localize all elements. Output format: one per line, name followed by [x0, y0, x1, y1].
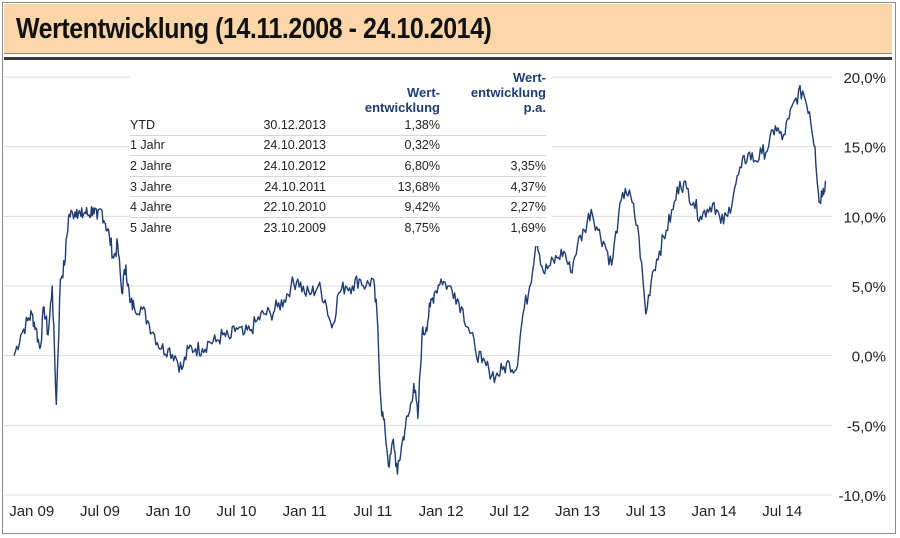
x-tick-label: Jan 10 — [146, 503, 191, 520]
header-wertentwicklung: Wert- entwicklung — [326, 70, 440, 115]
x-tick-label: Jan 14 — [691, 503, 736, 520]
x-axis-ticks: Jan 09 Jul 09 Jan 10 Jul 10 Jan 11 Jul 11 Jan … — [9, 503, 802, 520]
row-value: 0,32% — [326, 134, 440, 156]
row-value: 1,38% — [404, 117, 440, 132]
row-label: 4 Jahre — [130, 196, 230, 218]
row-label: 1 Jahr — [130, 134, 230, 156]
x-tick-label: Jul 12 — [489, 503, 529, 520]
row-date: 30.12.2013 — [263, 117, 326, 132]
chart-title: Wertentwicklung (14.11.2008 - 24.10.2014… — [16, 13, 492, 45]
row-label: 5 Jahre — [130, 216, 230, 238]
y-tick-label: 5,0% — [852, 279, 886, 296]
header-pa-label: Wert- entwicklung p.a. — [470, 70, 546, 115]
y-tick-label: 15,0% — [843, 140, 886, 157]
header-value-label: Wert- entwicklung — [364, 85, 440, 115]
y-axis-ticks: 20,0% 15,0% 10,0% 5,0% 0,0% -5,0% -10,0% — [838, 70, 886, 505]
y-tick-label: 10,0% — [843, 209, 886, 226]
row-pa: 1,69% — [440, 216, 546, 238]
x-tick-label: Jan 11 — [283, 503, 327, 520]
row-label: YTD — [130, 117, 155, 132]
y-tick-label: 20,0% — [843, 70, 886, 87]
row-date: 23.10.2009 — [230, 216, 326, 238]
header-wertentwicklung-pa: Wert- entwicklung p.a. — [440, 70, 546, 115]
series-line-wertentwicklung — [13, 84, 827, 475]
x-tick-label: Jul 09 — [80, 503, 120, 520]
y-tick-label: -10,0% — [838, 488, 886, 505]
row-value: 13,68% — [326, 175, 440, 197]
row-pa: 4,37% — [440, 175, 546, 197]
table-row: 1 Jahr 24.10.2013 0,32% — [130, 134, 546, 156]
row-value: 6,80% — [326, 155, 440, 177]
table-row: 2 Jahre 24.10.2012 6,80% 3,35% — [130, 155, 546, 177]
table-row: 5 Jahre 23.10.2009 8,75% 1,69% — [130, 216, 546, 238]
performance-table: Wert- entwicklung Wert- entwicklung p.a.… — [130, 70, 546, 238]
header-divider — [4, 57, 892, 60]
table-row: YTD 30.12.2013 1,38% — [130, 115, 546, 135]
row-date: 24.10.2012 — [230, 155, 326, 177]
x-tick-label: Jan 09 — [9, 503, 54, 520]
row-label: 3 Jahre — [130, 175, 230, 197]
x-tick-label: Jan 13 — [555, 503, 600, 520]
row-value: 8,75% — [326, 216, 440, 238]
header-blank-1 — [130, 70, 230, 115]
row-date: 24.10.2011 — [230, 175, 326, 197]
table-row: 3 Jahre 24.10.2011 13,68% 4,37% — [130, 175, 546, 197]
header-blank-2 — [230, 70, 326, 115]
row-value: 9,42% — [326, 196, 440, 218]
y-tick-label: -5,0% — [847, 418, 886, 435]
x-tick-label: Jul 14 — [762, 503, 802, 520]
row-label: 2 Jahre — [130, 155, 230, 177]
row-pa: 2,27% — [440, 196, 546, 218]
y-tick-label: 0,0% — [852, 349, 886, 366]
table-body: YTD 30.12.2013 1,38% 1 Jahr 24.10.2013 0… — [130, 115, 546, 238]
x-tick-label: Jul 10 — [216, 503, 256, 520]
x-tick-label: Jan 12 — [419, 503, 464, 520]
row-pa — [440, 134, 546, 156]
x-tick-label: Jul 11 — [353, 503, 392, 520]
row-date: 24.10.2013 — [230, 134, 326, 156]
row-date: 22.10.2010 — [230, 196, 326, 218]
row-pa: 3,35% — [440, 155, 546, 177]
x-tick-label: Jul 13 — [626, 503, 666, 520]
chart-header: Wertentwicklung (14.11.2008 - 24.10.2014… — [4, 4, 892, 54]
table-header-row: Wert- entwicklung Wert- entwicklung p.a. — [130, 70, 546, 115]
row-pa — [440, 115, 546, 135]
table-row: 4 Jahre 22.10.2010 9,42% 2,27% — [130, 196, 546, 218]
